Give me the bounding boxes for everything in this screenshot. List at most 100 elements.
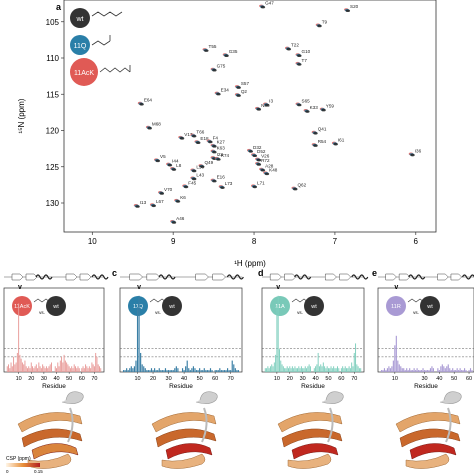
peak-label: L50 (196, 164, 204, 169)
peak-label: D32 (253, 145, 262, 150)
hsqc-x-tick-label: 10 (88, 237, 97, 246)
loop-ribbon (287, 453, 332, 469)
csp-bar (298, 366, 300, 372)
csp-panel-11a: v 11A vs. wt 10 20 30 40 50 60 70 Residue (261, 273, 369, 390)
hsqc-plot-frame (63, 0, 437, 233)
helix-coil (91, 274, 109, 280)
hsqc-peak: R72 (255, 158, 270, 166)
csp-bar (303, 368, 305, 372)
peak-contour (212, 150, 217, 154)
peak-label: S65 (302, 98, 311, 103)
csp-bar (398, 364, 400, 372)
beta-strand-arrow (324, 273, 337, 281)
csp-bar (281, 364, 283, 372)
csp-bar (282, 366, 284, 372)
csp-bar (61, 356, 63, 372)
csp-bar (395, 335, 397, 372)
bar-x-tick-label: 50 (197, 376, 203, 382)
csp-bar (226, 368, 229, 372)
beta-strand-highlight (291, 443, 339, 460)
csp-bar (420, 370, 423, 372)
hsqc-peak: L8 (170, 163, 182, 171)
hsqc-peak: I36 (408, 148, 422, 157)
csp-bar (326, 366, 328, 372)
bar-panel-frame (3, 287, 105, 373)
csp-bar (35, 364, 37, 372)
csp-bar (337, 366, 338, 372)
11q-structure-icon (91, 35, 111, 46)
csp-bar (44, 368, 46, 372)
csp-bar (88, 366, 90, 372)
csp-bar (452, 368, 454, 372)
csp-bar (177, 368, 179, 372)
peak-contour (155, 159, 160, 163)
csp-bar (100, 368, 102, 372)
side-chain-icon (33, 298, 51, 303)
csp-bar (348, 366, 350, 372)
csp-bar (20, 358, 22, 372)
csp-bar (443, 366, 445, 372)
csp-bar (234, 368, 236, 372)
csp-bar (308, 364, 310, 372)
peak-contour (256, 108, 262, 111)
csp-bar (441, 364, 443, 372)
residue-11-marker: v (394, 284, 398, 291)
csp-bar (412, 370, 414, 372)
csp-bar (397, 360, 399, 372)
peak-label: T22 (291, 43, 299, 48)
hsqc-peak: Q2 (234, 89, 247, 97)
peak-contour (191, 134, 197, 138)
peak-contour (171, 168, 177, 171)
csp-bar (458, 370, 460, 372)
bar-x-tick-label: 20 (28, 376, 34, 382)
peak-contour (139, 102, 144, 106)
csp-bar (309, 366, 311, 372)
csp-bar (211, 370, 213, 372)
csp-bar (75, 366, 76, 372)
peak-label: E18 (200, 136, 209, 141)
hsqc-peak: G75 (210, 64, 226, 72)
vs-label: vs. (39, 310, 45, 315)
peak-contour (179, 137, 185, 140)
beta-sheet-ribbon (21, 428, 83, 448)
hsqc-peak: Y59 (319, 103, 334, 112)
peak-contour (212, 145, 217, 148)
helix-coil (294, 274, 312, 280)
beta-strand-arrow (339, 273, 352, 281)
hsqc-peak: S57 (234, 81, 249, 89)
csp-bar (81, 368, 83, 372)
beta-strand-arrow (195, 273, 209, 281)
peak-label: G35 (229, 49, 238, 54)
csp-bar (352, 366, 354, 372)
csp-bar (266, 368, 268, 372)
hsqc-peak: K6 (174, 195, 186, 203)
beta-strand-arrow (11, 273, 24, 281)
bar-x-tick-label: 40 (181, 376, 187, 382)
csp-bar (209, 368, 212, 372)
csp-bar (425, 370, 427, 372)
csp-bar (304, 366, 306, 372)
colorbar (6, 463, 40, 467)
variant-label: 11A (275, 304, 285, 310)
csp-bar (21, 362, 23, 372)
bar-x-tick-label: 50 (325, 376, 331, 382)
hsqc-peak: A46 (170, 216, 185, 224)
hsqc-peak: T22 (285, 43, 299, 51)
legend-11q-label: 11Q (74, 43, 87, 50)
peak-label: L8 (176, 163, 182, 168)
csp-bar (34, 366, 36, 372)
csp-bar (437, 368, 439, 372)
csp-bar (62, 362, 64, 372)
csp-bar (157, 370, 159, 372)
hsqc-x-tick-label: 7 (333, 237, 338, 246)
peak-label: L67 (156, 199, 164, 204)
peak-contour (333, 142, 338, 146)
peak-label: V17 (184, 132, 193, 137)
peak-label: I13 (140, 200, 147, 205)
bar-x-tick-label: 60 (212, 376, 218, 382)
csp-bar (188, 368, 190, 372)
hsqc-peak: I44 (166, 159, 179, 167)
peak-contour (410, 153, 415, 157)
beta-sheet-ribbon (17, 412, 83, 433)
csp-bar (358, 368, 360, 372)
